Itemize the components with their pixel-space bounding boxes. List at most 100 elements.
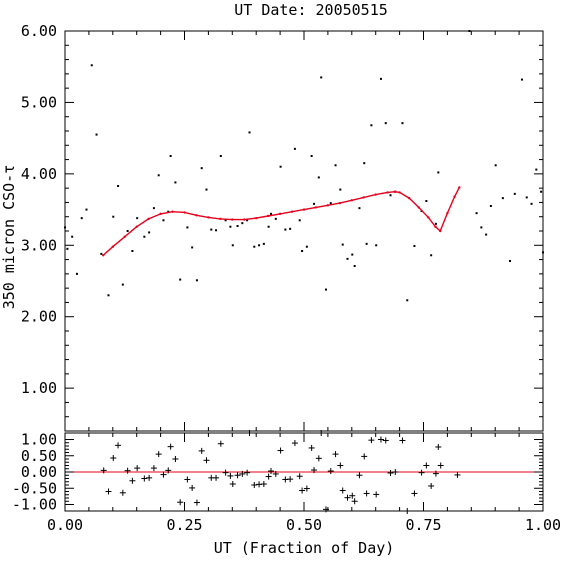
data-point	[169, 155, 172, 157]
residual-point	[373, 491, 380, 498]
data-point	[66, 247, 69, 250]
data-point	[274, 217, 277, 220]
y-tick-label: 3.00	[21, 236, 57, 254]
residual-point	[351, 498, 358, 505]
residual-point	[428, 482, 435, 489]
data-point	[85, 208, 88, 211]
data-point	[298, 219, 301, 222]
data-point	[379, 77, 382, 80]
data-point	[289, 227, 292, 230]
data-point	[258, 244, 261, 247]
data-point	[162, 219, 165, 222]
residual-point	[213, 474, 220, 481]
chart-title: UT Date: 20050515	[234, 1, 388, 19]
residual-point	[110, 455, 117, 462]
data-point	[75, 272, 78, 275]
y-tick-label: 4.00	[21, 165, 57, 183]
data-point	[136, 217, 139, 220]
residual-point	[392, 469, 399, 475]
residual-point	[299, 487, 306, 494]
data-point	[126, 230, 129, 232]
main-plot-frame	[64, 30, 544, 432]
data-point	[71, 235, 74, 238]
residual-point	[100, 467, 107, 474]
data-point	[241, 222, 244, 225]
data-point	[186, 226, 189, 229]
residual-point	[146, 474, 153, 481]
data-point	[313, 202, 316, 205]
data-points	[64, 30, 544, 302]
data-point	[174, 181, 177, 184]
data-point	[317, 176, 320, 179]
residual-point	[141, 475, 148, 482]
data-point	[90, 64, 93, 67]
residual-y-axis: 1.000.500.00-0.50-1.00	[12, 431, 543, 514]
data-point	[301, 250, 304, 252]
data-point	[195, 279, 198, 282]
residual-point	[184, 476, 191, 483]
residual-point	[432, 470, 439, 477]
residual-point	[260, 481, 267, 488]
data-point	[351, 253, 354, 256]
residual-point	[287, 476, 294, 483]
residual-point	[229, 481, 236, 488]
data-point	[535, 168, 538, 171]
data-point	[320, 76, 323, 79]
residual-point	[193, 499, 200, 506]
data-point	[143, 235, 146, 238]
x-axis: 0.00 0.25 0.50 0.75 1.00	[47, 31, 561, 534]
residual-point	[303, 485, 310, 492]
residual-point	[387, 469, 394, 476]
data-point	[100, 252, 103, 255]
residual-point	[150, 465, 157, 472]
data-point	[509, 260, 512, 262]
residual-point	[234, 472, 241, 479]
data-point	[501, 197, 504, 200]
residual-point	[172, 456, 179, 462]
residual-point	[291, 440, 298, 447]
data-point	[267, 225, 270, 228]
data-point	[425, 200, 428, 202]
residual-point	[129, 477, 136, 484]
data-point	[248, 131, 251, 134]
residual-point	[423, 462, 430, 469]
residual-point	[435, 443, 442, 450]
residual-point	[356, 472, 363, 479]
residual-point	[377, 436, 384, 443]
residual-point	[203, 457, 210, 464]
data-point	[117, 185, 120, 187]
res-tick-label: -0.50	[12, 479, 57, 497]
main-plot: 1.00 2.00 3.00 4.00 5.00 6.00 350 micron CSO-…	[0, 22, 544, 432]
data-point	[329, 202, 332, 205]
data-point	[384, 122, 387, 125]
data-point	[468, 30, 471, 32]
residual-point	[134, 465, 141, 472]
x-tick-label: 1.00	[525, 516, 561, 534]
residual-point	[337, 462, 344, 469]
residual-point	[189, 484, 196, 491]
data-point	[293, 147, 296, 150]
residual-point	[124, 467, 131, 474]
data-point	[224, 219, 227, 222]
data-point	[270, 212, 273, 215]
data-point	[121, 283, 124, 286]
residual-point	[349, 492, 356, 499]
x-tick-label: 0.00	[47, 516, 83, 534]
y-tick-label: 1.00	[21, 379, 57, 397]
data-point	[475, 212, 478, 215]
residual-point	[165, 467, 172, 474]
data-point	[64, 226, 66, 229]
residual-point	[327, 468, 334, 475]
residual-point	[368, 437, 375, 444]
residual-plot: 1.000.500.00-0.50-1.00	[12, 430, 544, 514]
data-point	[389, 194, 392, 197]
data-point	[530, 202, 533, 205]
data-point	[513, 192, 516, 195]
y-tick-label: 2.00	[21, 308, 57, 326]
data-point	[179, 278, 182, 281]
y-tick-label: 6.00	[21, 22, 57, 40]
data-point	[205, 188, 208, 191]
x-axis-label: UT (Fraction of Day)	[214, 539, 395, 557]
data-point	[520, 78, 523, 81]
data-point	[434, 222, 437, 225]
